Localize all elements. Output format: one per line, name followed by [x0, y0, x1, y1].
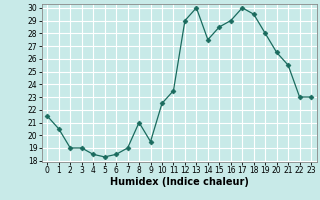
X-axis label: Humidex (Indice chaleur): Humidex (Indice chaleur)	[110, 177, 249, 187]
